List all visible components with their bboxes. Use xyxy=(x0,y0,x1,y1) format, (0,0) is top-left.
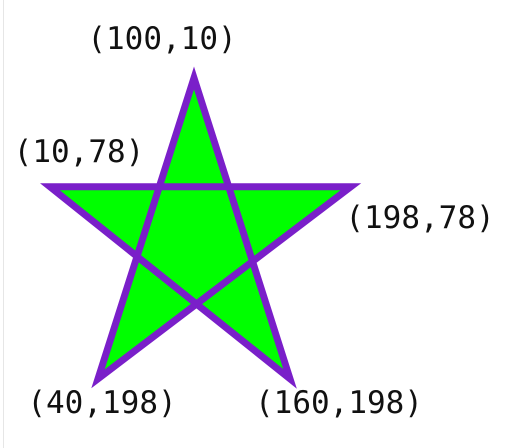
vertex-label-bottom-right: (160,198) xyxy=(255,385,423,421)
vertex-label-bottom-left: (40,198) xyxy=(27,385,176,421)
vertex-label-left: (10,78) xyxy=(14,134,145,170)
vertex-label-top: (100,10) xyxy=(87,21,236,57)
star-polygon xyxy=(40,66,362,389)
left-border-line xyxy=(3,0,4,448)
vertex-label-right: (198,78) xyxy=(345,200,494,236)
